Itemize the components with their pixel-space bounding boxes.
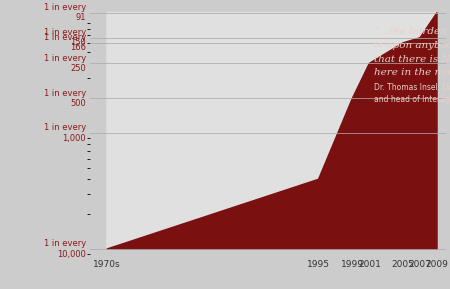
Polygon shape [107, 12, 437, 249]
Polygon shape [107, 12, 437, 249]
Text: Dr. Thomas Insel, Director of National Institute of Mental Health
and head of In: Dr. Thomas Insel, Director of National I… [374, 83, 450, 104]
Text: “...the burden of proof
is upon anybody who feels
that there is NOT a real incre: “...the burden of proof is upon anybody … [374, 27, 450, 77]
